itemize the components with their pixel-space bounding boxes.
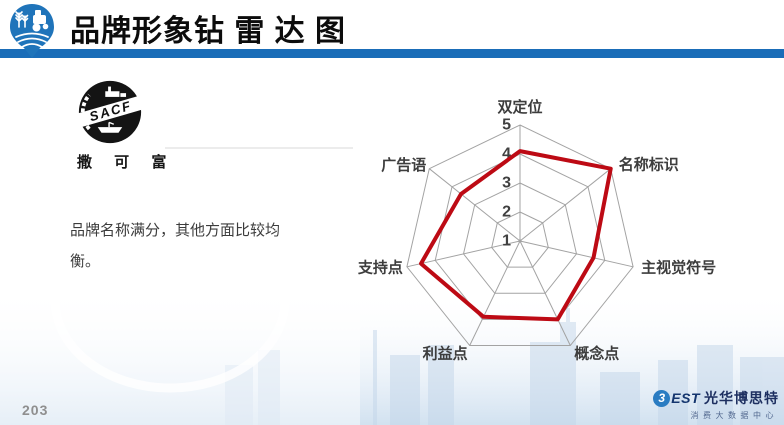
radar-axis-label: 概念点 — [574, 345, 619, 363]
radar-tick-label: 3 — [502, 175, 511, 192]
sacf-logo-block: SACF 撒 可 富 — [77, 79, 237, 172]
faint-horizontal-rule — [165, 147, 353, 149]
radar-tick-label: 2 — [502, 204, 511, 221]
best-logo-text: EST — [671, 390, 700, 406]
radar-tick-labels: 1 2 3 4 5 — [502, 117, 511, 250]
radar-tick-label: 1 — [502, 233, 511, 250]
radar-grid — [406, 124, 634, 346]
chart-note-text: 品牌名称满分，其他方面比较均衡。 — [70, 222, 281, 270]
radar-axis-label: 名称标识 — [619, 156, 679, 174]
radar-axis-label: 广告语 — [381, 156, 426, 174]
radar-tick-label: 5 — [502, 117, 511, 134]
radar-axis-label: 主视觉符号 — [641, 258, 716, 276]
brand-chinese-name: 光华博思特 — [704, 390, 779, 406]
farm-pin-logo-icon — [10, 4, 54, 58]
radar-tick-label: 4 — [502, 146, 511, 163]
radar-series-polygon — [419, 149, 613, 322]
radar-spokes — [406, 125, 634, 346]
radar-axis-label: 双定位 — [497, 98, 542, 116]
header-divider-bar — [0, 49, 784, 58]
radar-axis-label: 支持点 — [357, 258, 403, 276]
sacf-brand-name: 撒 可 富 — [77, 154, 176, 171]
sacf-logo-icon: SACF — [77, 80, 143, 144]
buildings — [225, 308, 784, 425]
best-logo-bubble-icon: 3 — [653, 389, 671, 407]
page-title: 品牌形象钻 雷 达 图 — [70, 15, 347, 48]
light-swoosh — [50, 207, 290, 393]
brand-subtitle: 消费大数据中心 — [690, 411, 778, 420]
page-number: 203 — [22, 402, 49, 418]
footer-brand-logo: 3 EST 光华博思特 消费大数据中心 — [653, 388, 779, 421]
radar-axis-label: 利益点 — [423, 345, 468, 363]
